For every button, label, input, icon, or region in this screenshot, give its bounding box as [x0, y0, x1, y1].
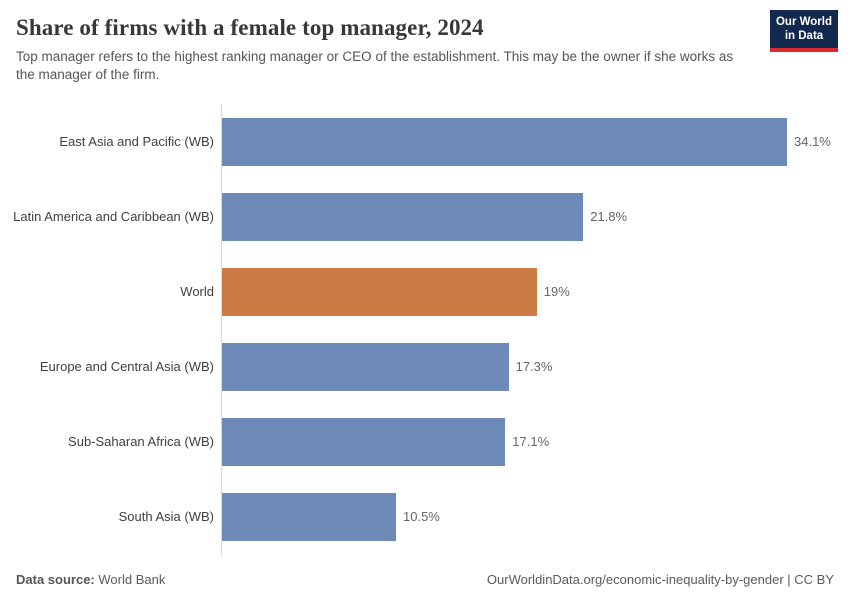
- bar-value-label: 10.5%: [403, 509, 440, 524]
- bar-track: 17.1%: [222, 417, 850, 466]
- owid-logo[interactable]: Our World in Data: [770, 10, 838, 52]
- bar-row: World 19%: [0, 254, 850, 329]
- bar[interactable]: [222, 117, 787, 166]
- bar-value-label: 21.8%: [590, 209, 628, 224]
- bar[interactable]: [222, 417, 506, 466]
- chart-subtitle: Top manager refers to the highest rankin…: [16, 48, 734, 83]
- category-label: Europe and Central Asia (WB): [39, 359, 214, 374]
- bar-track: 21.8%: [222, 192, 850, 241]
- category-label: Latin America and Caribbean (WB): [13, 209, 214, 224]
- data-source: Data source: World Bank: [16, 572, 165, 587]
- bar-track: 34.1%: [222, 117, 850, 166]
- owid-logo-line1: Our World: [775, 15, 832, 28]
- bar-row: Sub-Saharan Africa (WB) 17.1%: [0, 404, 850, 479]
- bar[interactable]: [222, 192, 584, 241]
- bar-value-label: 17.3%: [515, 359, 553, 374]
- chart-header: Share of firms with a female top manager…: [16, 14, 754, 85]
- y-axis-line: [221, 104, 222, 556]
- bar-value-label: 34.1%: [794, 134, 831, 149]
- chart-footer: Data source: World Bank OurWorldinData.o…: [16, 572, 834, 587]
- footer-separator: |: [783, 572, 795, 587]
- category-label: South Asia (WB): [118, 509, 214, 524]
- bar-row: Europe and Central Asia (WB) 17.3%: [0, 329, 850, 404]
- category-label: Sub-Saharan Africa (WB): [68, 434, 214, 449]
- bar-track: 10.5%: [222, 492, 850, 541]
- bar-row: East Asia and Pacific (WB) 34.1%: [0, 104, 850, 179]
- data-source-value: World Bank: [98, 572, 166, 587]
- bar-track: 19%: [222, 267, 850, 316]
- bar[interactable]: [222, 342, 509, 391]
- bar-track: 17.3%: [222, 342, 850, 391]
- owid-url-link[interactable]: OurWorldinData.org/economic-inequality-b…: [486, 572, 784, 587]
- category-label: East Asia and Pacific (WB): [59, 134, 214, 149]
- bar[interactable]: [222, 492, 396, 541]
- category-label: World: [180, 284, 214, 299]
- bar-value-label: 17.1%: [512, 434, 550, 449]
- owid-logo-line2: in Data: [784, 30, 824, 42]
- bar-chart: East Asia and Pacific (WB) 34.1% Latin Ame…: [0, 104, 850, 556]
- bar-value-label: 19%: [543, 284, 570, 299]
- bar-highlighted[interactable]: [222, 267, 537, 316]
- data-source-label: Data source:: [16, 572, 95, 587]
- bar-row: South Asia (WB) 10.5%: [0, 479, 850, 554]
- bar-row: Latin America and Caribbean (WB) 21.8%: [0, 179, 850, 254]
- footer-attribution: OurWorldinData.org/economic-inequality-b…: [487, 572, 834, 587]
- license-label: CC BY: [794, 572, 834, 587]
- chart-title: Share of firms with a female top manager…: [16, 15, 484, 40]
